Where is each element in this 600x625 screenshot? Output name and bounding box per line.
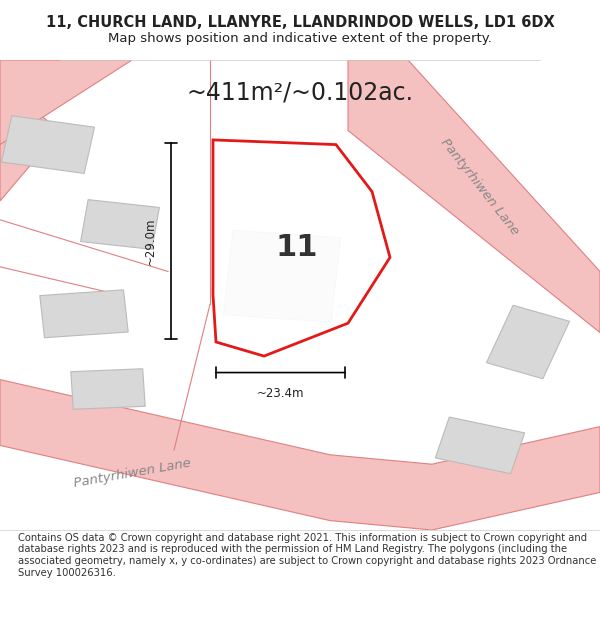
Text: 11: 11: [276, 234, 318, 262]
Text: ~29.0m: ~29.0m: [143, 217, 157, 265]
Polygon shape: [223, 231, 341, 322]
Text: ~411m²/~0.102ac.: ~411m²/~0.102ac.: [187, 81, 413, 105]
Polygon shape: [348, 60, 600, 333]
Polygon shape: [487, 305, 569, 379]
Polygon shape: [0, 84, 60, 201]
Text: Contains OS data © Crown copyright and database right 2021. This information is : Contains OS data © Crown copyright and d…: [18, 533, 596, 578]
Text: 11, CHURCH LAND, LLANYRE, LLANDRINDOD WELLS, LD1 6DX: 11, CHURCH LAND, LLANYRE, LLANDRINDOD WE…: [46, 15, 554, 30]
Polygon shape: [1, 116, 95, 174]
Polygon shape: [0, 379, 600, 530]
Polygon shape: [0, 60, 132, 144]
Polygon shape: [436, 417, 524, 474]
Polygon shape: [213, 140, 390, 356]
Text: Pantyrhiwen Lane: Pantyrhiwen Lane: [73, 457, 191, 490]
Text: Pantyrhiwen Lane: Pantyrhiwen Lane: [439, 136, 521, 238]
Polygon shape: [71, 369, 145, 409]
Polygon shape: [80, 199, 160, 249]
Polygon shape: [40, 290, 128, 338]
Text: ~23.4m: ~23.4m: [257, 388, 304, 400]
Text: Map shows position and indicative extent of the property.: Map shows position and indicative extent…: [108, 32, 492, 45]
